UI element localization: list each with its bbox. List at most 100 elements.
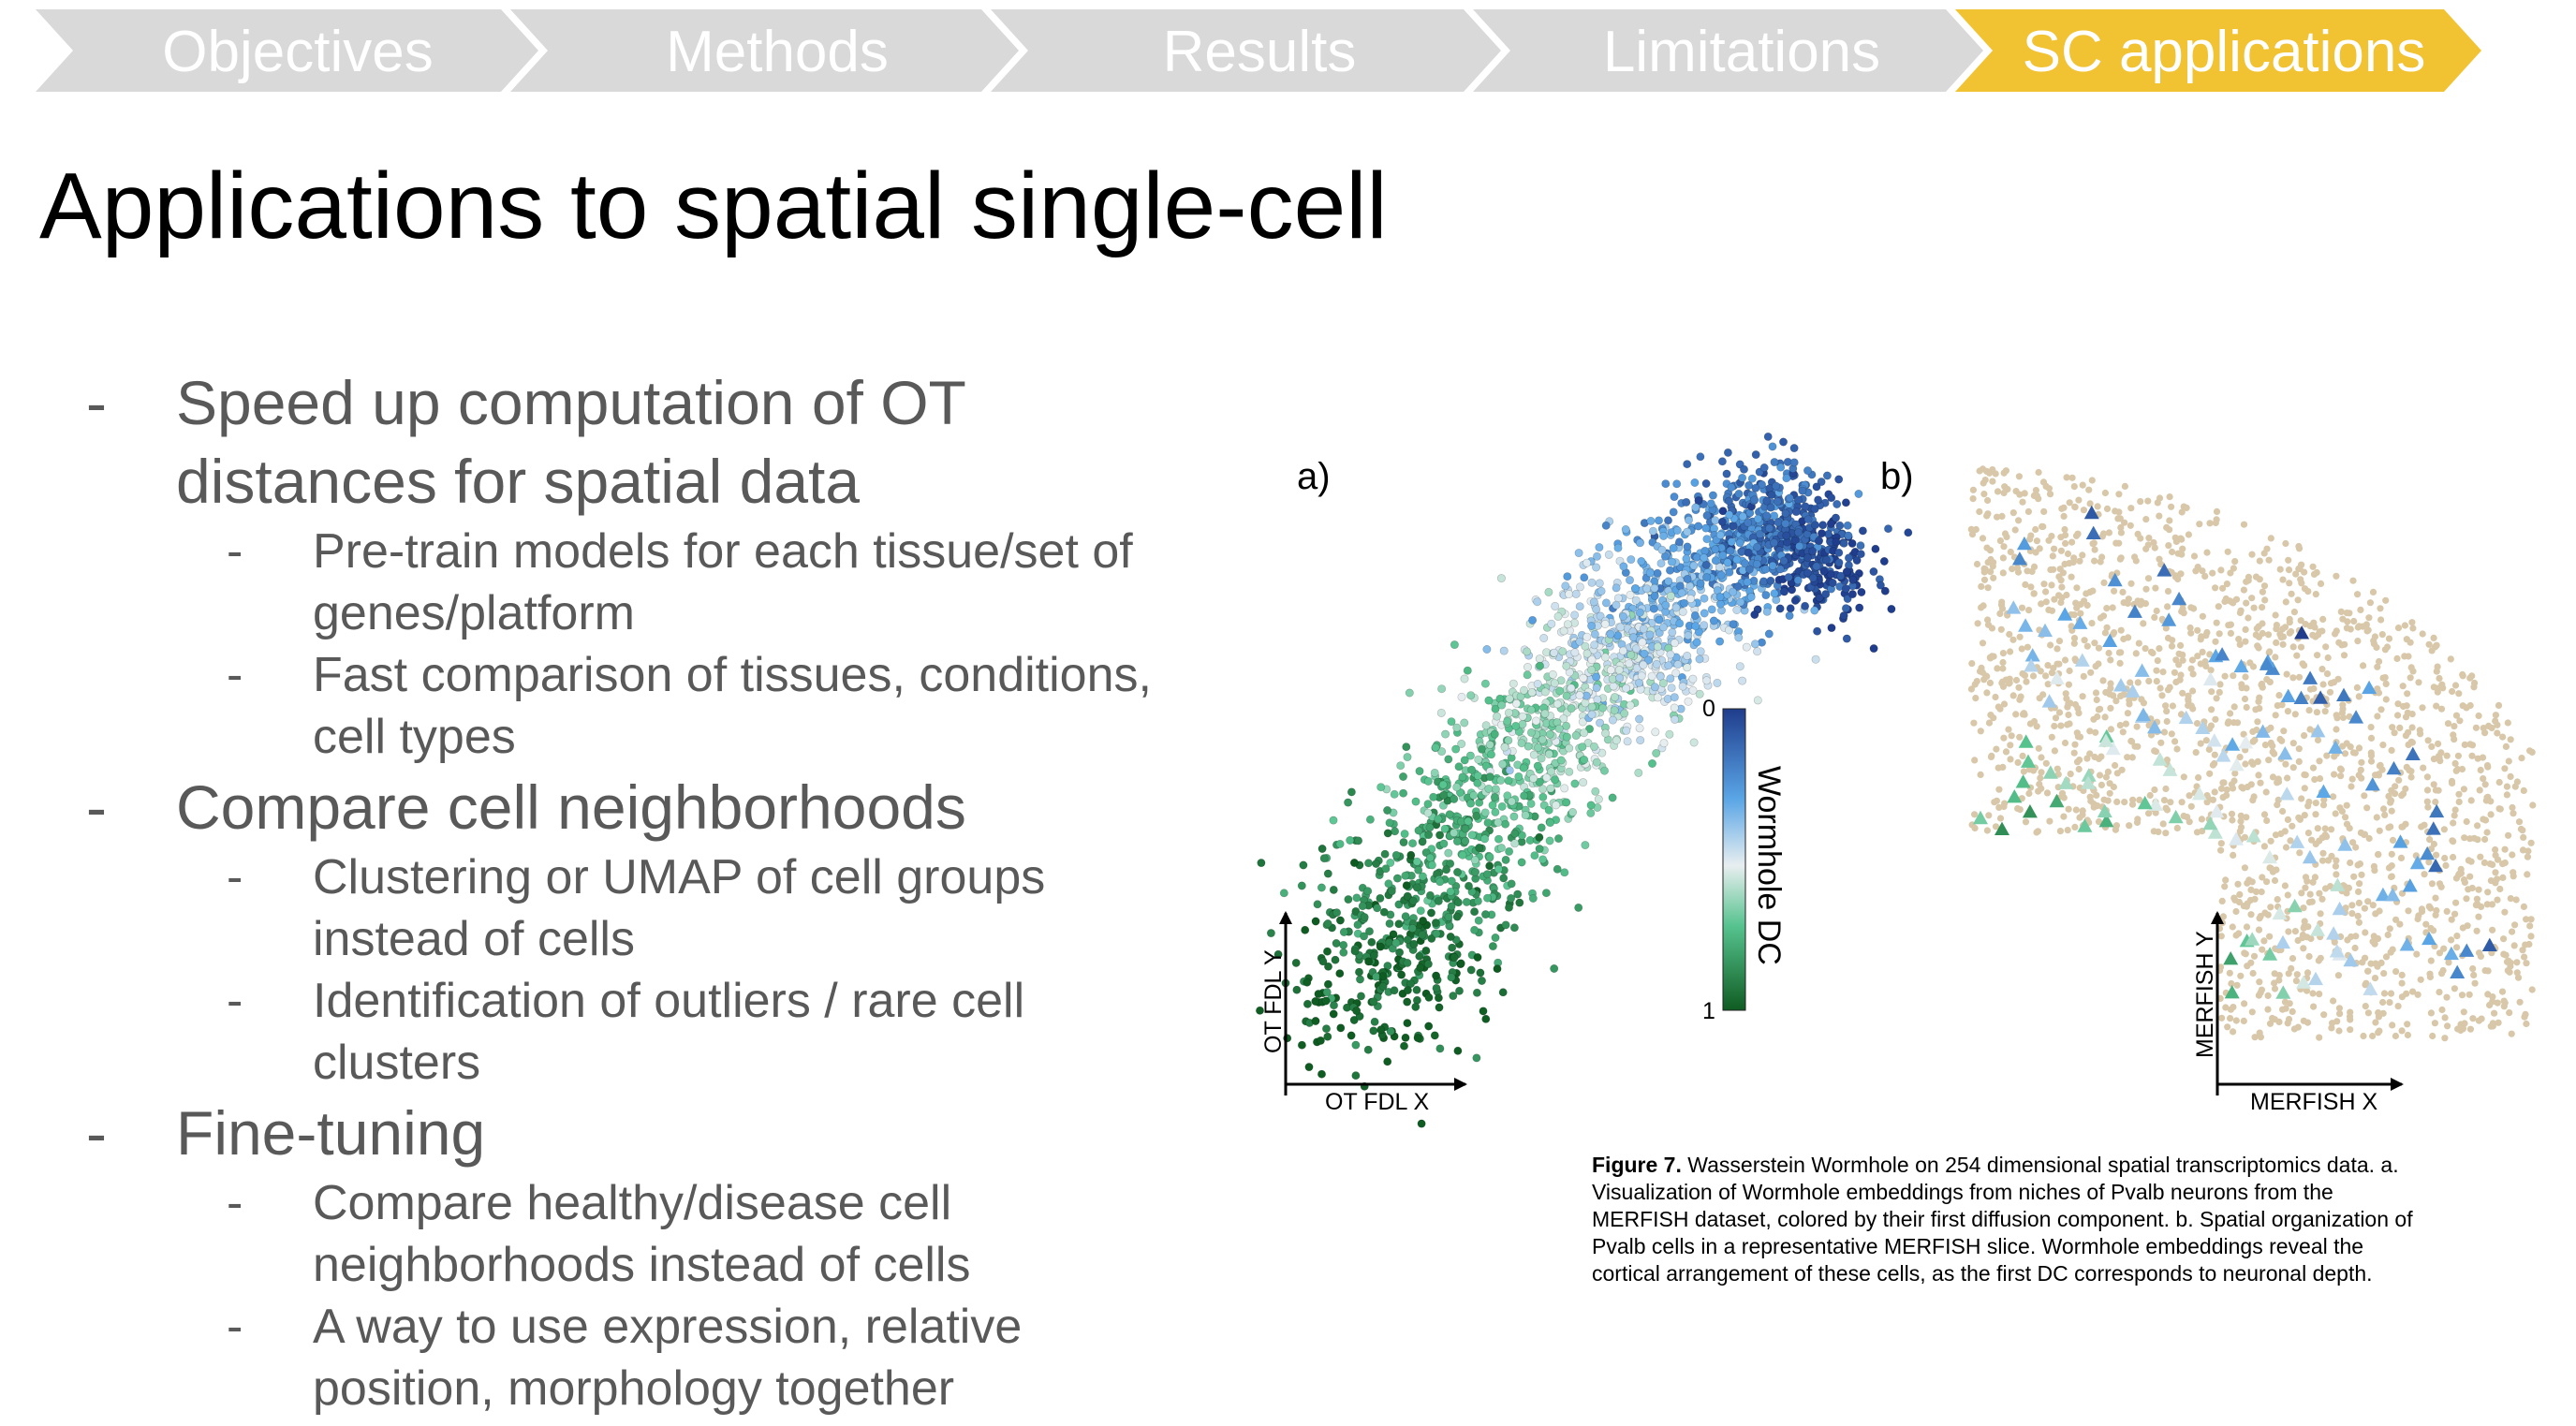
tissue-cell-point (2347, 859, 2354, 867)
tissue-cell-point (2503, 958, 2511, 965)
tissue-cell-point (2402, 785, 2409, 793)
embedding-point (1650, 683, 1659, 692)
tissue-cell-point (2403, 636, 2410, 643)
embedding-point (1490, 889, 1499, 899)
embedding-point (1516, 725, 1525, 734)
tissue-cell-point (2304, 1019, 2312, 1026)
tissue-cell-point (2303, 694, 2310, 701)
embedding-point (1536, 684, 1545, 693)
tissue-cell-point (2063, 591, 2070, 599)
embedding-point (1447, 811, 1456, 820)
tissue-cell-point (2336, 765, 2345, 772)
embedding-point (1610, 741, 1619, 750)
progress-step-methods[interactable]: Methods (510, 9, 1019, 92)
tissue-cell-point (2217, 846, 2225, 854)
tissue-cell-point (2451, 682, 2460, 689)
tissue-cell-point (2502, 742, 2510, 751)
pvalb-cell-marker (2328, 740, 2344, 754)
embedding-point (1360, 914, 1369, 923)
embedding-point (1648, 594, 1657, 603)
embedding-point (1669, 507, 1678, 517)
tissue-cell-point (2509, 803, 2516, 812)
embedding-point (1683, 635, 1692, 644)
embedding-point (1549, 649, 1558, 658)
tissue-cell-point (2060, 813, 2068, 820)
tissue-cell-point (2274, 903, 2282, 911)
tissue-cell-point (2273, 622, 2280, 629)
embedding-point (1778, 528, 1788, 537)
tissue-cell-point (2346, 610, 2353, 617)
tissue-cell-point (2221, 672, 2229, 680)
tissue-cell-point (2405, 741, 2412, 749)
embedding-point (1477, 782, 1486, 791)
embedding-point (1814, 495, 1823, 505)
embedding-point (1562, 661, 1571, 670)
tissue-cell-point (2272, 854, 2279, 861)
embedding-point (1702, 676, 1712, 685)
tissue-cell-point (2450, 819, 2457, 827)
progress-step-sc-applications[interactable]: SC applications (1955, 9, 2481, 92)
embedding-point (1517, 858, 1526, 867)
embedding-point (1752, 559, 1761, 568)
tissue-cell-point (1980, 568, 1988, 576)
embedding-point (1355, 955, 1364, 964)
embedding-point (1454, 762, 1464, 772)
tissue-cell-point (2251, 895, 2259, 903)
tissue-cell-point (1979, 669, 1986, 676)
tissue-cell-point (2093, 696, 2100, 704)
embedding-point (1606, 666, 1615, 675)
tissue-cell-point (1987, 712, 1995, 719)
progress-step-results[interactable]: Results (991, 9, 1501, 92)
tissue-cell-point (2207, 722, 2215, 729)
embedding-point (1694, 500, 1703, 509)
tissue-cell-point (2219, 779, 2227, 787)
tissue-cell-point (2238, 684, 2245, 692)
tissue-cell-point (2108, 571, 2116, 579)
embedding-point (1500, 762, 1509, 772)
embedding-point (1398, 989, 1407, 998)
embedding-point (1850, 573, 1860, 582)
embedding-point (1317, 953, 1326, 963)
embedding-point (1418, 872, 1427, 881)
progress-step-objectives[interactable]: Objectives (36, 9, 538, 92)
embedding-point (1562, 684, 1571, 694)
pvalb-cell-marker (2450, 964, 2466, 978)
tissue-cell-point (2164, 686, 2172, 694)
embedding-point (1600, 723, 1610, 732)
tissue-cell-point (2369, 902, 2377, 909)
embedding-point (1762, 537, 1772, 547)
embedding-point (1653, 642, 1662, 652)
embedding-point (1392, 853, 1402, 862)
tissue-cell-point (2316, 775, 2324, 783)
tissue-cell-point (2205, 816, 2213, 823)
progress-step-limitations[interactable]: Limitations (1473, 9, 1983, 92)
embedding-point (1457, 870, 1466, 879)
pvalb-cell-marker (2405, 746, 2421, 760)
sub-bullet-text: Clustering or UMAP of cell groups instea… (313, 850, 1046, 966)
tissue-cell-point (1968, 531, 1977, 538)
embedding-point (1582, 691, 1591, 700)
embedding-point (1378, 982, 1388, 992)
tissue-cell-point (2379, 742, 2387, 749)
pvalb-cell-marker (2409, 855, 2425, 870)
tissue-cell-point (2345, 951, 2352, 959)
embedding-point (1544, 587, 1553, 596)
embedding-point (1803, 547, 1813, 556)
tissue-cell-point (2489, 998, 2496, 1006)
tissue-cell-point (2286, 619, 2293, 626)
embedding-point (1420, 806, 1429, 816)
embedding-point (1526, 705, 1536, 714)
tissue-cell-point (2138, 696, 2145, 703)
embedding-point (1653, 649, 1662, 658)
tissue-cell-point (2211, 751, 2218, 758)
tissue-cell-point (1969, 495, 1977, 503)
tissue-cell-point (2051, 595, 2058, 603)
embedding-point (1623, 722, 1632, 731)
embedding-point (1531, 595, 1540, 604)
tissue-cell-point (2453, 933, 2461, 940)
embedding-point (1374, 856, 1383, 865)
tissue-cell-point (2213, 695, 2220, 702)
bullet-text: Compare cell neighborhoods (176, 772, 966, 842)
embedding-point (1382, 785, 1391, 794)
embedding-point (1548, 722, 1557, 731)
